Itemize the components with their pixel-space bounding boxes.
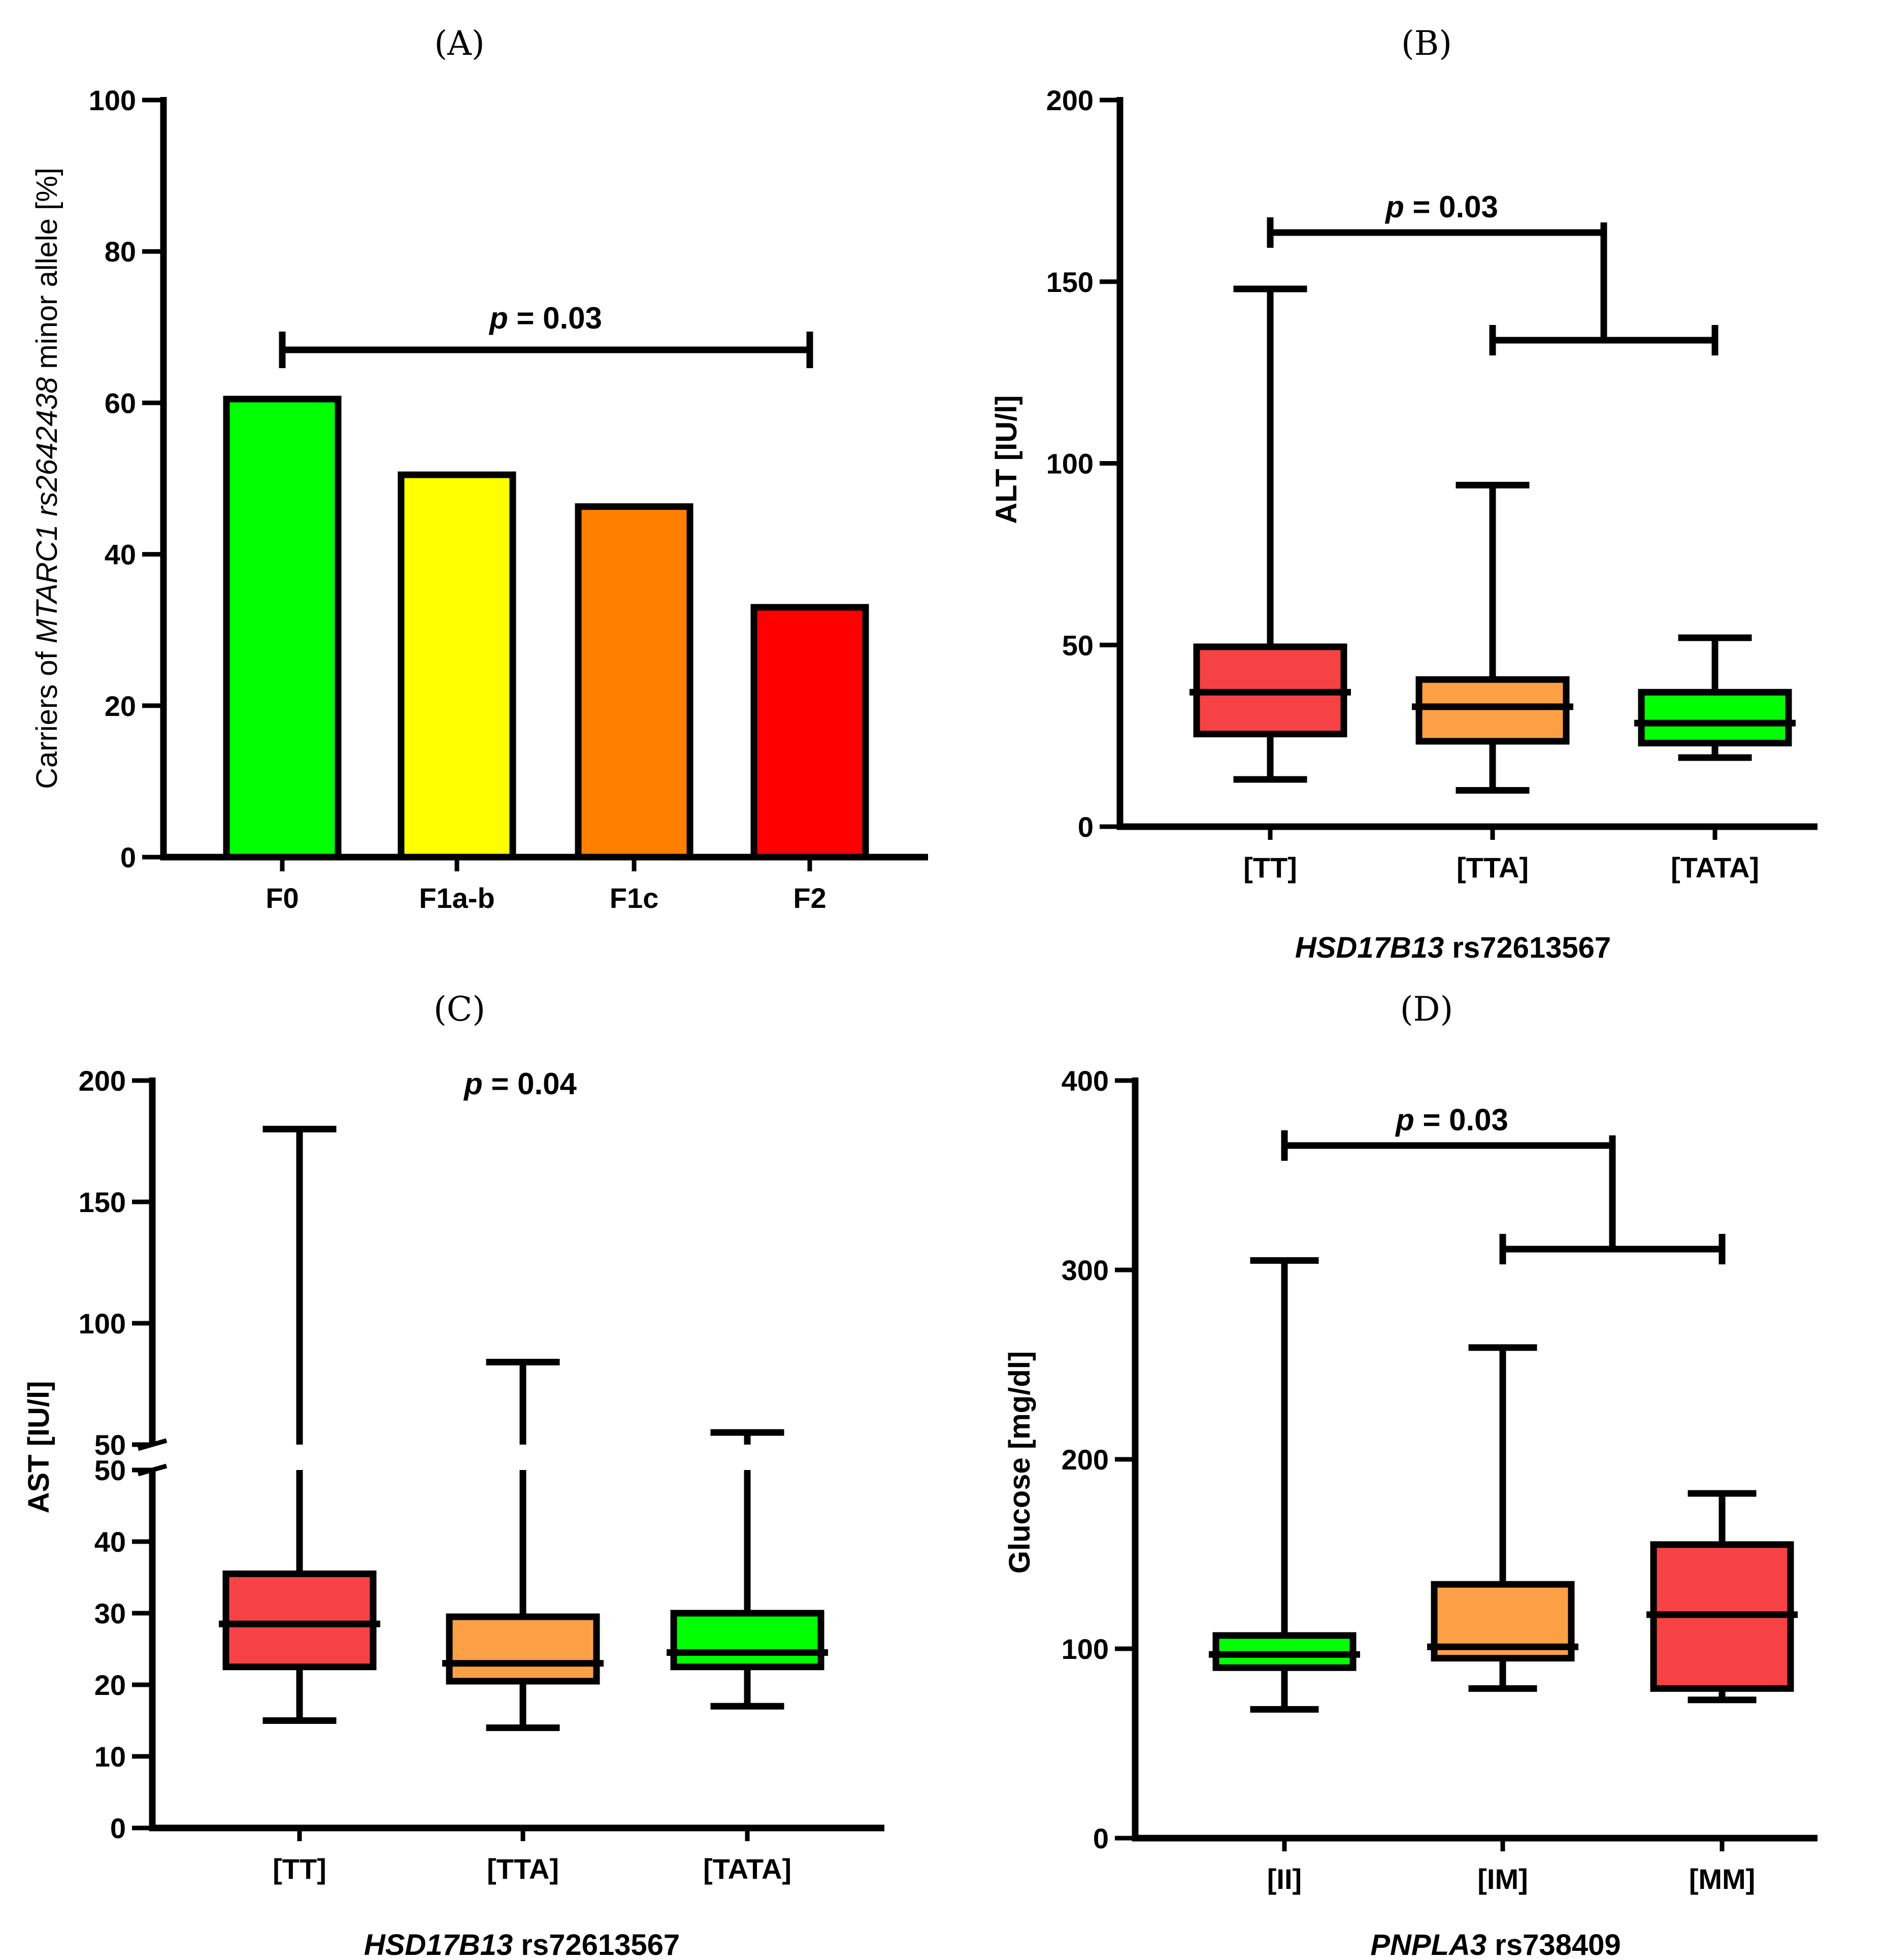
y-tick-label: 200 xyxy=(1062,1444,1109,1476)
y-axis-title-part: MTARC1 rs2642438 xyxy=(30,377,63,643)
p-value-part: p xyxy=(1395,1103,1414,1137)
y-tick-label: 40 xyxy=(105,539,136,571)
panel-label: (C) xyxy=(434,990,485,1029)
x-axis-title: PNPLA3 rs738409 xyxy=(1370,1929,1621,1960)
y-axis-title: Carriers of MTARC1 rs2642438 minor allel… xyxy=(30,168,63,789)
y-axis-title: AST [IU/l] xyxy=(22,1381,55,1514)
y-tick-label: 50 xyxy=(1062,629,1094,661)
y-upper-tick-label: 200 xyxy=(79,1065,126,1097)
panel-label: (A) xyxy=(434,24,484,63)
box xyxy=(670,1610,824,1671)
x-axis-title-part: HSD17B13 xyxy=(1295,931,1444,964)
x-tick-label: [II] xyxy=(1267,1863,1302,1895)
p-value-part: = 0.04 xyxy=(483,1067,577,1101)
p-value-part: = 0.03 xyxy=(508,301,602,335)
y-tick-label: 400 xyxy=(1062,1065,1109,1097)
x-tick-label: [TATA] xyxy=(703,1853,791,1885)
y-axis-title-part: Carriers of xyxy=(30,643,63,789)
box xyxy=(1638,689,1792,746)
y-axis-title: ALT [IU/l] xyxy=(990,395,1023,524)
y-upper-tick-label: 150 xyxy=(79,1186,126,1218)
y-tick-label: 80 xyxy=(105,236,136,268)
x-axis-title-part: rs72613567 xyxy=(513,1929,680,1960)
y-lower-tick-label: 0 xyxy=(110,1812,126,1844)
panel-a: (A) 0 20 40 60 80 100 F0 F1a-b F1c F2 Carriers of M… xyxy=(30,24,928,914)
y-tick-label: 100 xyxy=(1046,448,1094,480)
panel-d: (D) 0 100 200 300 400 [II] [IM] [MM] Glucose [mg/… xyxy=(1003,990,1818,1960)
x-tick-label: F2 xyxy=(793,882,826,914)
y-axis-title: Glucose [mg/dl] xyxy=(1003,1351,1036,1574)
x-axis-title: HSD17B13 rs72613567 xyxy=(1295,931,1611,964)
box xyxy=(446,1613,600,1685)
y-axis-title-part: minor allele [%] xyxy=(30,168,63,377)
x-tick-label: [TT] xyxy=(1243,852,1297,884)
p-value: p = 0.04 xyxy=(463,1067,577,1101)
x-tick-label: F0 xyxy=(266,882,299,914)
x-tick-label: [TATA] xyxy=(1671,852,1759,884)
bar xyxy=(575,503,693,861)
p-value: p = 0.03 xyxy=(1384,190,1498,224)
y-lower-tick-label: 40 xyxy=(94,1526,126,1558)
y-tick-label: 100 xyxy=(1062,1633,1109,1665)
y-tick-label: 0 xyxy=(120,841,136,873)
p-value: p = 0.03 xyxy=(488,301,602,335)
bar xyxy=(750,604,869,861)
y-lower-tick-label: 50 xyxy=(94,1454,126,1486)
y-tick-label: 300 xyxy=(1062,1254,1109,1286)
p-value-part: p xyxy=(488,301,508,335)
y-lower-tick-label: 20 xyxy=(94,1669,126,1701)
y-tick-label: 20 xyxy=(105,690,136,722)
y-tick-label: 200 xyxy=(1046,84,1094,116)
panel-b: (B) 0 50 100 150 200 [TT] [TTA] [TATA] ALT [IU/l]… xyxy=(990,24,1818,964)
p-value-part: p xyxy=(463,1067,483,1101)
p-value-part: = 0.03 xyxy=(1404,190,1498,224)
x-axis-title-part: HSD17B13 xyxy=(364,1929,513,1960)
x-tick-label: [TT] xyxy=(273,1853,326,1885)
box xyxy=(222,1570,377,1671)
box xyxy=(1415,676,1570,745)
x-axis-title-part: rs738409 xyxy=(1486,1929,1621,1960)
x-axis-title-part: PNPLA3 xyxy=(1370,1929,1486,1960)
y-upper-tick-label: 100 xyxy=(79,1308,126,1340)
p-value-part: = 0.03 xyxy=(1414,1103,1508,1137)
y-tick-label: 0 xyxy=(1078,811,1094,843)
panel-label: (D) xyxy=(1400,990,1453,1029)
x-axis-title-part: rs72613567 xyxy=(1444,931,1611,964)
y-lower-tick-label: 10 xyxy=(94,1741,126,1773)
y-lower-tick-label: 30 xyxy=(94,1597,126,1629)
bar xyxy=(223,396,342,861)
p-value: p = 0.03 xyxy=(1395,1103,1508,1137)
y-tick-label: 150 xyxy=(1046,266,1094,298)
y-upper-tick-label: 50 xyxy=(94,1429,126,1461)
y-tick-label: 0 xyxy=(1093,1822,1109,1854)
y-tick-label: 100 xyxy=(89,84,136,116)
x-tick-label: F1c xyxy=(610,882,659,914)
x-tick-label: [MM] xyxy=(1689,1863,1756,1895)
p-value-part: p xyxy=(1384,190,1404,224)
x-tick-label: [TTA] xyxy=(1457,852,1529,884)
x-tick-label: [IM] xyxy=(1477,1863,1528,1895)
panel-label: (B) xyxy=(1401,24,1452,63)
bar xyxy=(398,471,516,861)
x-tick-label: F1a-b xyxy=(419,882,494,914)
x-axis-title: HSD17B13 rs72613567 xyxy=(364,1929,680,1960)
x-tick-label: [TTA] xyxy=(487,1853,559,1885)
y-tick-label: 60 xyxy=(105,387,136,419)
